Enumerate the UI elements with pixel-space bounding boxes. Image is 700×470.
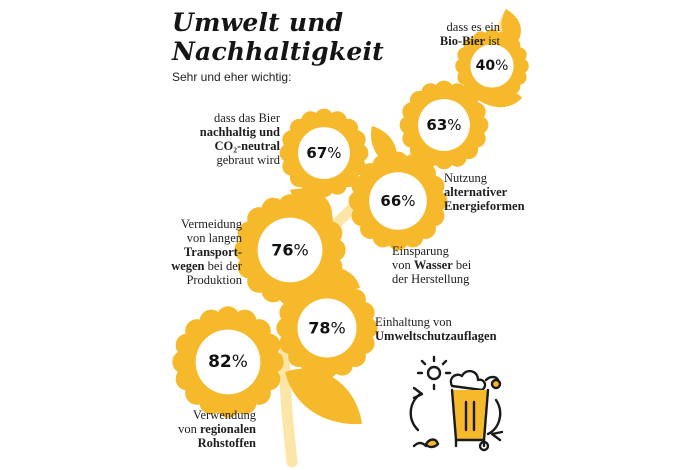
label-bio: dass es ein Bio-Bier ist bbox=[420, 20, 500, 48]
flower-center bbox=[257, 217, 323, 283]
label-nachhaltig: dass das Bier nachhaltig und CO₂-neutral ge… bbox=[180, 111, 280, 167]
label-regional: Verwendung von regionalen Rohstoffen bbox=[140, 408, 256, 450]
title-line-2: Nachhaltigkeit bbox=[172, 37, 384, 66]
leaf-bottom-big bbox=[285, 368, 362, 425]
label-umweltschutz: Einhaltung von Umweltschutzauflagen bbox=[375, 315, 525, 343]
percent-value: 67 bbox=[306, 144, 328, 162]
label-line: Rohstoffen bbox=[197, 436, 256, 450]
label-wasser: Einsparung von Wasser bei der Herstellung bbox=[392, 244, 492, 286]
percent-value: 40 bbox=[475, 58, 496, 74]
percent-value: 82 bbox=[208, 352, 232, 372]
label-line: der Herstellung bbox=[392, 272, 470, 286]
percent-bio: 40% bbox=[476, 58, 509, 74]
percent-energie: 63% bbox=[426, 116, 461, 134]
percent-wasser: 66% bbox=[380, 192, 415, 210]
label-line: von langen bbox=[186, 231, 242, 245]
flower-energie bbox=[399, 80, 489, 170]
label-line: dass es ein bbox=[446, 20, 500, 34]
flower-center bbox=[470, 44, 514, 88]
flower-center bbox=[369, 172, 427, 230]
label-line: Produktion bbox=[186, 273, 242, 287]
percent-sign: % bbox=[447, 116, 462, 134]
title-line-1: Umwelt und bbox=[172, 8, 344, 37]
page-title: Umwelt und Nachhaltigkeit bbox=[172, 8, 384, 66]
percent-sign: % bbox=[330, 318, 346, 338]
flower-umweltschutz bbox=[276, 277, 378, 379]
label-transport: Vermeidung von langen Transport-wegen bei … bbox=[140, 217, 242, 287]
percent-umweltschutz: 78% bbox=[308, 319, 345, 338]
label-line: Vermeidung bbox=[180, 217, 242, 231]
label-line: wegen bei der bbox=[171, 259, 242, 273]
label-energie: Nutzung alternativer Energieformen bbox=[444, 171, 554, 213]
flower-nachhaltig bbox=[279, 108, 369, 198]
label-line: von Wasser bei bbox=[392, 258, 472, 272]
percent-value: 78 bbox=[308, 318, 331, 338]
label-line: alternativer bbox=[444, 185, 508, 199]
label-line: Transport- bbox=[183, 245, 242, 259]
percent-transport: 76% bbox=[271, 241, 308, 260]
percent-sign: % bbox=[495, 58, 509, 74]
percent-sign: % bbox=[401, 192, 416, 210]
percent-value: 63 bbox=[426, 116, 448, 134]
percent-sign: % bbox=[293, 240, 309, 260]
label-line: Einhaltung von bbox=[375, 315, 452, 329]
flower-bio bbox=[455, 29, 529, 103]
label-line: Umweltschutzauflagen bbox=[375, 329, 497, 343]
percent-sign: % bbox=[231, 352, 248, 372]
label-line: nachhaltig und bbox=[199, 125, 280, 139]
percent-regional: 82% bbox=[208, 352, 248, 372]
percent-value: 76 bbox=[271, 240, 294, 260]
label-line: Verwendung bbox=[192, 408, 256, 422]
flower-center bbox=[298, 127, 350, 179]
beer-glass-recycle-icon bbox=[409, 355, 504, 452]
label-line: gebraut wird bbox=[216, 153, 280, 167]
percent-nachhaltig: 67% bbox=[306, 144, 341, 162]
percent-value: 66 bbox=[380, 192, 402, 210]
subtitle: Sehr und eher wichtig: bbox=[172, 70, 292, 84]
label-line: CO₂-neutral bbox=[214, 139, 280, 153]
label-line: Einsparung bbox=[392, 244, 449, 258]
label-line: Bio-Bier ist bbox=[439, 34, 500, 48]
flower-center bbox=[297, 298, 357, 358]
percent-sign: % bbox=[327, 144, 342, 162]
label-line: Nutzung bbox=[444, 171, 488, 185]
flower-regional bbox=[172, 306, 284, 418]
flower-center bbox=[418, 99, 470, 151]
label-line: von regionalen bbox=[178, 422, 256, 436]
label-line: dass das Bier bbox=[214, 111, 280, 125]
flower-wasser bbox=[348, 151, 448, 251]
label-line: Energieformen bbox=[444, 199, 525, 213]
flower-center bbox=[195, 329, 261, 395]
